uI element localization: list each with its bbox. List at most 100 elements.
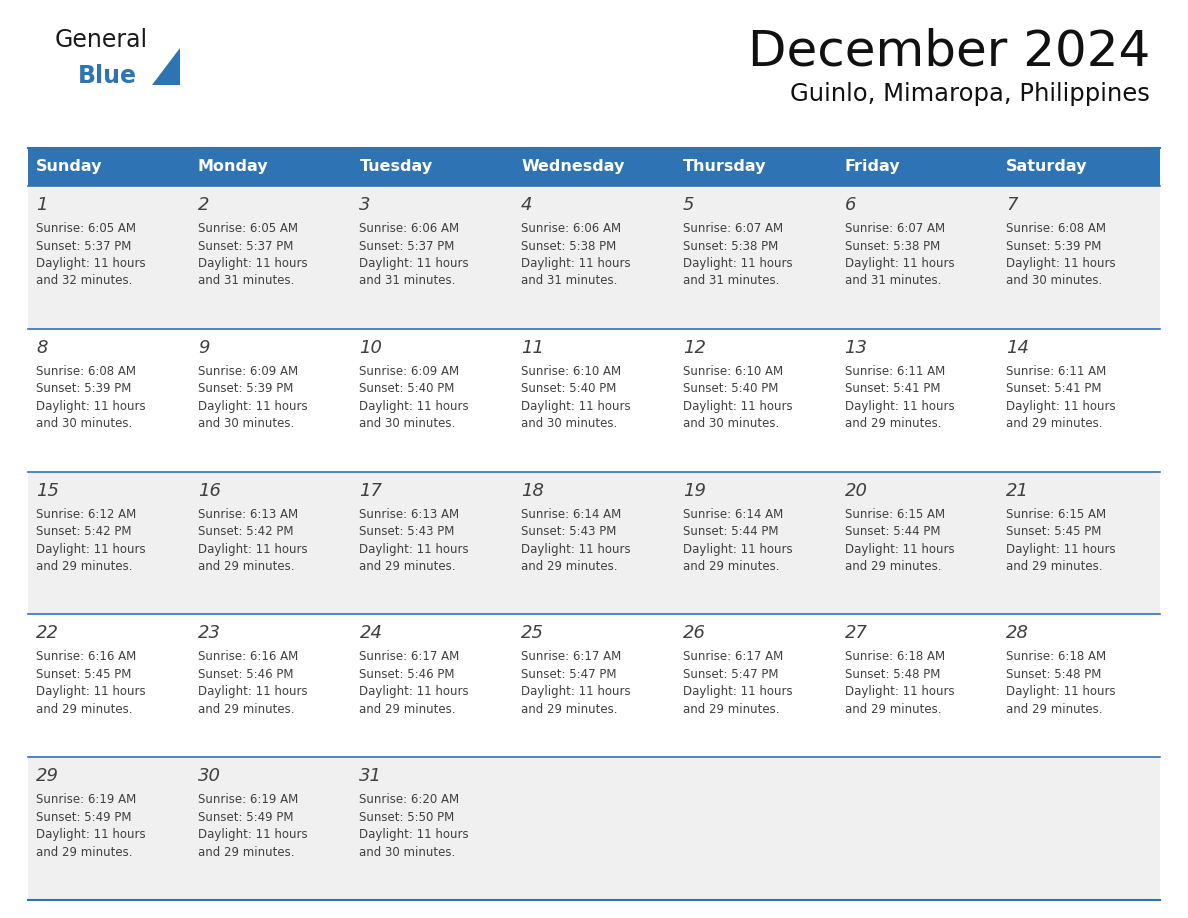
Text: 28: 28 xyxy=(1006,624,1029,643)
Text: Sunset: 5:49 PM: Sunset: 5:49 PM xyxy=(197,811,293,823)
Text: Sunrise: 6:14 AM: Sunrise: 6:14 AM xyxy=(683,508,783,521)
Text: Sunset: 5:42 PM: Sunset: 5:42 PM xyxy=(36,525,132,538)
Text: 12: 12 xyxy=(683,339,706,357)
Text: Daylight: 11 hours: Daylight: 11 hours xyxy=(1006,400,1116,413)
Text: and 29 minutes.: and 29 minutes. xyxy=(522,560,618,573)
Text: and 29 minutes.: and 29 minutes. xyxy=(36,703,133,716)
Text: Sunset: 5:50 PM: Sunset: 5:50 PM xyxy=(360,811,455,823)
Text: Sunset: 5:39 PM: Sunset: 5:39 PM xyxy=(36,382,132,396)
Text: and 29 minutes.: and 29 minutes. xyxy=(845,418,941,431)
Text: Daylight: 11 hours: Daylight: 11 hours xyxy=(522,257,631,270)
Text: 22: 22 xyxy=(36,624,59,643)
Text: and 29 minutes.: and 29 minutes. xyxy=(197,703,295,716)
Text: Daylight: 11 hours: Daylight: 11 hours xyxy=(197,257,308,270)
Text: 20: 20 xyxy=(845,482,867,499)
Text: 2: 2 xyxy=(197,196,209,214)
Text: and 32 minutes.: and 32 minutes. xyxy=(36,274,132,287)
Text: Sunset: 5:37 PM: Sunset: 5:37 PM xyxy=(197,240,293,252)
Text: Sunset: 5:46 PM: Sunset: 5:46 PM xyxy=(360,668,455,681)
Text: Sunset: 5:41 PM: Sunset: 5:41 PM xyxy=(845,382,940,396)
Text: Daylight: 11 hours: Daylight: 11 hours xyxy=(36,257,146,270)
Text: and 29 minutes.: and 29 minutes. xyxy=(36,845,133,858)
Text: Daylight: 11 hours: Daylight: 11 hours xyxy=(1006,543,1116,555)
Text: Monday: Monday xyxy=(197,160,268,174)
Text: 27: 27 xyxy=(845,624,867,643)
Text: Blue: Blue xyxy=(78,64,137,88)
Text: and 29 minutes.: and 29 minutes. xyxy=(360,703,456,716)
Text: 7: 7 xyxy=(1006,196,1018,214)
Text: and 30 minutes.: and 30 minutes. xyxy=(197,418,293,431)
Text: 14: 14 xyxy=(1006,339,1029,357)
Bar xyxy=(29,148,1159,186)
Text: 11: 11 xyxy=(522,339,544,357)
Text: Daylight: 11 hours: Daylight: 11 hours xyxy=(197,828,308,841)
Text: and 31 minutes.: and 31 minutes. xyxy=(360,274,456,287)
Text: Sunset: 5:38 PM: Sunset: 5:38 PM xyxy=(683,240,778,252)
Text: Daylight: 11 hours: Daylight: 11 hours xyxy=(197,400,308,413)
Text: Sunset: 5:49 PM: Sunset: 5:49 PM xyxy=(36,811,132,823)
Text: and 30 minutes.: and 30 minutes. xyxy=(522,418,618,431)
Text: Sunset: 5:39 PM: Sunset: 5:39 PM xyxy=(197,382,293,396)
Text: Sunset: 5:41 PM: Sunset: 5:41 PM xyxy=(1006,382,1101,396)
Text: and 30 minutes.: and 30 minutes. xyxy=(1006,274,1102,287)
Text: Sunset: 5:38 PM: Sunset: 5:38 PM xyxy=(845,240,940,252)
Text: Daylight: 11 hours: Daylight: 11 hours xyxy=(1006,686,1116,699)
Text: Thursday: Thursday xyxy=(683,160,766,174)
Text: and 29 minutes.: and 29 minutes. xyxy=(683,703,779,716)
Text: Sunset: 5:47 PM: Sunset: 5:47 PM xyxy=(683,668,778,681)
Text: Sunrise: 6:09 AM: Sunrise: 6:09 AM xyxy=(360,364,460,378)
Text: Sunrise: 6:14 AM: Sunrise: 6:14 AM xyxy=(522,508,621,521)
Text: General: General xyxy=(55,28,148,52)
Text: Sunrise: 6:20 AM: Sunrise: 6:20 AM xyxy=(360,793,460,806)
Text: 1: 1 xyxy=(36,196,48,214)
Text: Daylight: 11 hours: Daylight: 11 hours xyxy=(683,257,792,270)
Bar xyxy=(29,757,1159,900)
Text: and 29 minutes.: and 29 minutes. xyxy=(522,703,618,716)
Text: Daylight: 11 hours: Daylight: 11 hours xyxy=(360,828,469,841)
Text: Sunrise: 6:18 AM: Sunrise: 6:18 AM xyxy=(845,650,944,664)
Text: Sunset: 5:45 PM: Sunset: 5:45 PM xyxy=(1006,525,1101,538)
Text: Daylight: 11 hours: Daylight: 11 hours xyxy=(36,400,146,413)
Text: Sunrise: 6:10 AM: Sunrise: 6:10 AM xyxy=(522,364,621,378)
Text: Sunrise: 6:13 AM: Sunrise: 6:13 AM xyxy=(197,508,298,521)
Text: Daylight: 11 hours: Daylight: 11 hours xyxy=(683,543,792,555)
Text: 3: 3 xyxy=(360,196,371,214)
Text: Sunrise: 6:08 AM: Sunrise: 6:08 AM xyxy=(1006,222,1106,235)
Text: Sunrise: 6:17 AM: Sunrise: 6:17 AM xyxy=(522,650,621,664)
Text: Sunset: 5:38 PM: Sunset: 5:38 PM xyxy=(522,240,617,252)
Text: Daylight: 11 hours: Daylight: 11 hours xyxy=(360,400,469,413)
Text: Sunset: 5:40 PM: Sunset: 5:40 PM xyxy=(683,382,778,396)
Text: Sunrise: 6:06 AM: Sunrise: 6:06 AM xyxy=(360,222,460,235)
Text: and 29 minutes.: and 29 minutes. xyxy=(1006,703,1102,716)
Bar xyxy=(29,186,1159,329)
Text: and 29 minutes.: and 29 minutes. xyxy=(1006,418,1102,431)
Text: Daylight: 11 hours: Daylight: 11 hours xyxy=(1006,257,1116,270)
Text: Sunrise: 6:07 AM: Sunrise: 6:07 AM xyxy=(845,222,944,235)
Text: Sunrise: 6:15 AM: Sunrise: 6:15 AM xyxy=(845,508,944,521)
Bar xyxy=(29,329,1159,472)
Text: and 31 minutes.: and 31 minutes. xyxy=(845,274,941,287)
Text: Tuesday: Tuesday xyxy=(360,160,432,174)
Text: Wednesday: Wednesday xyxy=(522,160,625,174)
Text: Sunrise: 6:18 AM: Sunrise: 6:18 AM xyxy=(1006,650,1106,664)
Text: Sunrise: 6:06 AM: Sunrise: 6:06 AM xyxy=(522,222,621,235)
Text: Sunset: 5:39 PM: Sunset: 5:39 PM xyxy=(1006,240,1101,252)
Text: and 29 minutes.: and 29 minutes. xyxy=(683,560,779,573)
Text: 30: 30 xyxy=(197,767,221,785)
Text: Sunset: 5:40 PM: Sunset: 5:40 PM xyxy=(522,382,617,396)
Text: Daylight: 11 hours: Daylight: 11 hours xyxy=(522,400,631,413)
Text: 25: 25 xyxy=(522,624,544,643)
Text: and 30 minutes.: and 30 minutes. xyxy=(360,418,456,431)
Text: Sunset: 5:42 PM: Sunset: 5:42 PM xyxy=(197,525,293,538)
Text: 10: 10 xyxy=(360,339,383,357)
Text: Daylight: 11 hours: Daylight: 11 hours xyxy=(360,543,469,555)
Text: and 30 minutes.: and 30 minutes. xyxy=(683,418,779,431)
Text: 13: 13 xyxy=(845,339,867,357)
Text: Sunrise: 6:10 AM: Sunrise: 6:10 AM xyxy=(683,364,783,378)
Bar xyxy=(29,472,1159,614)
Text: Sunset: 5:47 PM: Sunset: 5:47 PM xyxy=(522,668,617,681)
Text: and 29 minutes.: and 29 minutes. xyxy=(845,560,941,573)
Text: Sunrise: 6:11 AM: Sunrise: 6:11 AM xyxy=(1006,364,1106,378)
Text: Sunset: 5:44 PM: Sunset: 5:44 PM xyxy=(845,525,940,538)
Text: Daylight: 11 hours: Daylight: 11 hours xyxy=(197,686,308,699)
